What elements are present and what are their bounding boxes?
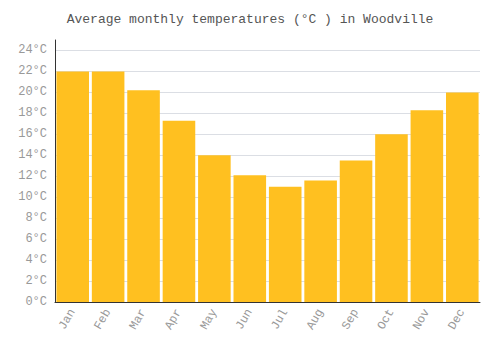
svg-text:24°C: 24°C — [18, 43, 47, 57]
svg-text:Aug: Aug — [304, 306, 327, 332]
svg-text:Sep: Sep — [339, 306, 362, 332]
svg-text:Oct: Oct — [375, 306, 398, 332]
svg-text:Jun: Jun — [233, 306, 256, 332]
svg-text:Apr: Apr — [162, 306, 185, 332]
svg-text:14°C: 14°C — [18, 148, 47, 162]
svg-text:12°C: 12°C — [18, 169, 47, 183]
svg-text:Jul: Jul — [268, 306, 291, 332]
svg-text:4°C: 4°C — [25, 253, 47, 267]
svg-text:May: May — [198, 306, 221, 332]
svg-text:0°C: 0°C — [25, 295, 47, 309]
svg-text:22°C: 22°C — [18, 64, 47, 78]
svg-text:Nov: Nov — [410, 306, 433, 332]
svg-text:6°C: 6°C — [25, 232, 47, 246]
svg-text:Dec: Dec — [445, 306, 468, 332]
svg-text:Jan: Jan — [56, 306, 79, 332]
svg-text:Mar: Mar — [127, 306, 150, 332]
svg-text:Feb: Feb — [91, 306, 114, 332]
svg-text:18°C: 18°C — [18, 106, 47, 120]
svg-text:2°C: 2°C — [25, 274, 47, 288]
svg-text:Average monthly temperatures (: Average monthly temperatures (°C ) in Wo… — [67, 12, 434, 27]
svg-text:20°C: 20°C — [18, 85, 47, 99]
svg-text:8°C: 8°C — [25, 211, 47, 225]
svg-text:10°C: 10°C — [18, 190, 47, 204]
svg-text:16°C: 16°C — [18, 127, 47, 141]
